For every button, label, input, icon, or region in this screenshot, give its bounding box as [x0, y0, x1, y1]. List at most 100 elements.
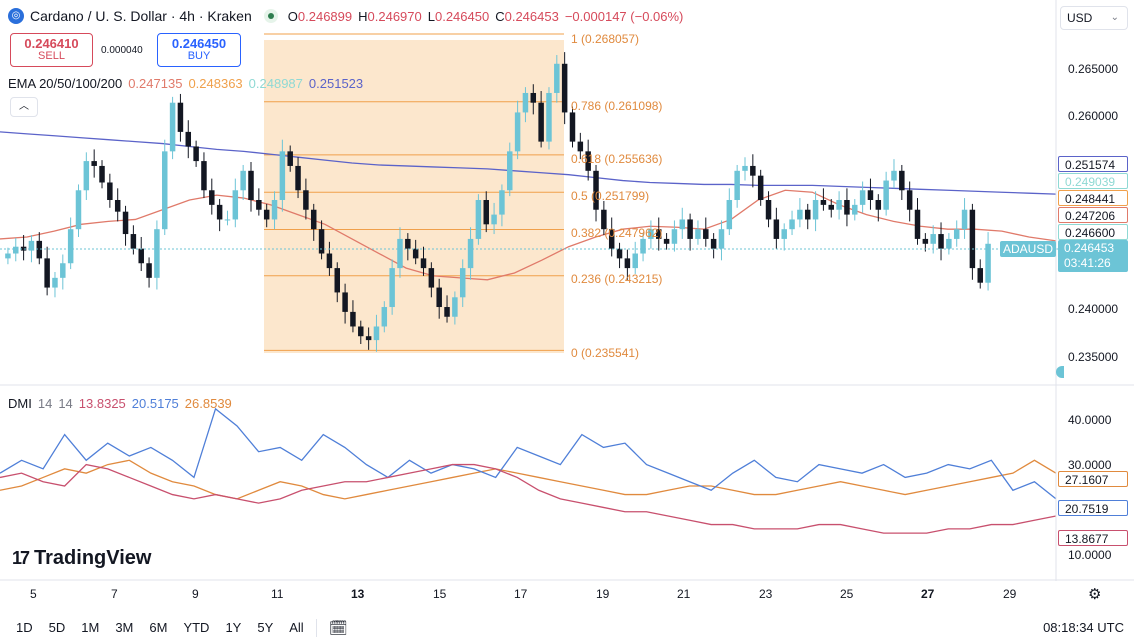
candle-body [499, 190, 505, 215]
sell-button[interactable]: 0.246410 SELL [10, 33, 93, 67]
ema100-price-tag: 0.249039 [1058, 173, 1128, 189]
candle-body [146, 263, 152, 278]
candle-body [632, 253, 638, 269]
dmi-axis-label: 40.0000 [1068, 413, 1112, 427]
timeframe-5d[interactable]: 5D [48, 620, 66, 635]
candle-body [640, 238, 646, 254]
timeframe-all[interactable]: All [289, 620, 304, 635]
candle-body [193, 146, 199, 162]
candle-body [483, 200, 489, 225]
spread-value: 0.000040 [101, 45, 143, 56]
candle-body [514, 112, 521, 152]
time-label: 27 [921, 587, 935, 601]
candle-body [20, 246, 27, 251]
candle-body [569, 112, 576, 142]
dmi-param: 14 [37, 396, 53, 411]
candle-body [797, 209, 803, 220]
timeframe-1y[interactable]: 1Y [225, 620, 242, 635]
dmi-axis-label: 10.0000 [1068, 548, 1112, 562]
chart-settings-icon[interactable]: ⚙ [1088, 586, 1102, 603]
time-label: 19 [596, 587, 610, 601]
timeframe-5y[interactable]: 5Y [257, 620, 274, 635]
candle-body [373, 326, 380, 341]
candle-body [185, 131, 192, 147]
ema-legend[interactable]: EMA 20/50/100/200 0.247135 0.248363 0.24… [8, 76, 363, 91]
timeframe-ytd[interactable]: YTD [183, 620, 210, 635]
price-alert-marker[interactable] [1056, 366, 1064, 378]
fib-label: 0.382 (0.247962) [571, 226, 663, 240]
ema100-value: 0.248987 [248, 76, 303, 91]
time-label: 15 [433, 587, 447, 601]
timeframe-3m[interactable]: 3M [115, 620, 134, 635]
candle-body [977, 268, 983, 283]
adx-tag: 27.1607 [1058, 471, 1128, 487]
ema200-line [0, 131, 1057, 195]
candle-body [546, 92, 552, 142]
candle-body [287, 151, 293, 166]
time-label: 9 [192, 587, 199, 601]
candle-body [891, 170, 897, 181]
symbol-title[interactable]: Cardano / U. S. Dollar · 4h · Kraken [30, 8, 252, 24]
timeframe-6m[interactable]: 6M [149, 620, 168, 635]
timeframe-1m[interactable]: 1M [81, 620, 100, 635]
candle-body [389, 268, 395, 308]
utc-clock[interactable]: 08:18:34 UTC [1043, 620, 1124, 635]
candle-body [781, 229, 787, 239]
candle-body [271, 200, 278, 220]
divider [315, 618, 317, 637]
candle-body [663, 238, 670, 244]
candle-body [938, 234, 944, 249]
dmi-minus-tag: 20.7519 [1058, 500, 1128, 516]
close-value: 0.246453 [504, 8, 559, 24]
candle-body [397, 238, 403, 269]
tradingview-name: TradingView [34, 547, 152, 569]
calendar-range-icon[interactable]: 🗓 [328, 619, 348, 637]
dmi-legend[interactable]: DMI 14 14 13.8325 20.5175 26.8539 [8, 396, 232, 411]
candle-body [162, 151, 168, 230]
time-label: 29 [1003, 587, 1017, 601]
price-chart[interactable] [0, 0, 1134, 386]
candle-body [671, 229, 678, 244]
candle-body [36, 240, 43, 259]
candle-body [114, 200, 121, 212]
candle-body [726, 200, 733, 230]
candle-body [334, 268, 340, 293]
time-label: 7 [111, 587, 118, 601]
candle-body [201, 161, 207, 191]
bar-countdown: 03:41:26 [1064, 256, 1111, 270]
dmi-minus-line [0, 407, 1057, 500]
dmi-chart[interactable] [0, 386, 1134, 581]
price-axis-label: 0.240000 [1068, 302, 1119, 316]
candle-body [859, 190, 866, 205]
tradingview-logo[interactable]: 17 TradingView [12, 547, 151, 570]
fib-label: 0.618 (0.255636) [571, 152, 663, 166]
candle-body [459, 268, 466, 298]
buy-button[interactable]: 0.246450 BUY [157, 33, 241, 67]
ema50-price-tag: 0.248441 [1058, 190, 1128, 206]
candle-body [177, 102, 184, 132]
candle-body [107, 182, 113, 200]
candle-body [279, 151, 286, 200]
ema20-value: 0.247135 [128, 76, 183, 91]
candle-body [310, 209, 317, 230]
bottom-toolbar: 1D 5D 1M 3M 6M YTD 1Y 5Y All 🗓 08:18:34 … [0, 612, 1134, 643]
candle-body [350, 311, 356, 327]
candle-body [687, 219, 693, 239]
candle-body [130, 234, 137, 249]
candle-body [428, 268, 435, 288]
price-axis-label: 0.260000 [1068, 109, 1119, 123]
dmi-plus-line [0, 463, 1057, 534]
candle-body [883, 180, 889, 210]
collapse-legend-button[interactable]: ︿ [10, 97, 38, 117]
currency-select[interactable]: USD ⌄ [1060, 6, 1128, 30]
candle-body [530, 92, 537, 103]
buy-label: BUY [187, 50, 211, 62]
candle-body [899, 170, 905, 191]
candle-body [75, 190, 82, 230]
candle-body [577, 141, 584, 152]
candle-body [616, 248, 623, 259]
timeframe-1d[interactable]: 1D [16, 620, 33, 635]
candle-body [773, 219, 780, 239]
candle-body [240, 170, 246, 191]
price-change: −0.000147 (−0.06%) [564, 8, 684, 24]
